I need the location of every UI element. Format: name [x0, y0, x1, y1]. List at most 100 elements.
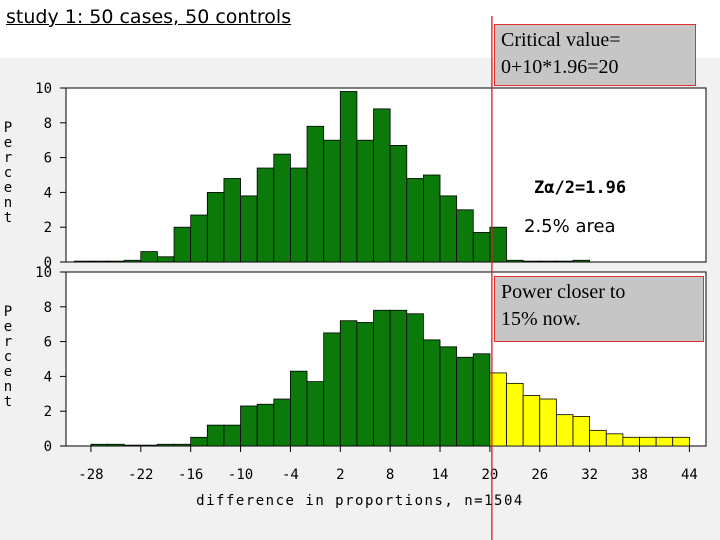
histogram-bar: [423, 339, 441, 447]
histogram-bar: [240, 405, 258, 447]
histogram-bar: [273, 153, 291, 263]
histogram-bar: [90, 443, 108, 447]
y-tick-label: 0: [44, 439, 52, 455]
histogram-bar: [107, 260, 125, 263]
histogram-bar: [389, 309, 408, 447]
critical-value-line-1: Critical value=: [501, 29, 621, 51]
x-tick-label: 44: [681, 467, 698, 483]
power-line-1: Power closer to: [501, 281, 626, 303]
histogram-bar: [439, 195, 458, 263]
histogram-bar: [522, 260, 541, 263]
x-tick-label: 20: [481, 467, 498, 483]
x-tick-label: -28: [78, 467, 103, 483]
y-tick-label: 8: [44, 300, 52, 316]
x-tick-label: -4: [282, 467, 299, 483]
histogram-bar: [373, 108, 391, 263]
slide-title: study 1: 50 cases, 50 controls: [6, 6, 292, 28]
histogram-bar: [489, 226, 507, 263]
histogram-bar: [406, 178, 424, 263]
histogram-bar: [256, 167, 275, 263]
histogram-bar: [655, 436, 674, 447]
y-tick-label: 2: [44, 404, 52, 420]
histogram-bar: [339, 320, 358, 447]
x-tick-label: 26: [531, 467, 548, 483]
y-tick-label: 4: [44, 185, 52, 201]
histogram-bar: [140, 444, 158, 447]
x-tick-label: 8: [386, 467, 394, 483]
histogram-bar: [472, 232, 491, 263]
critical-value-callout: Critical value= 0+10*1.96=20: [494, 24, 696, 86]
histogram-bar: [456, 356, 474, 447]
histogram-bar: [157, 256, 175, 263]
histogram-bar: [273, 398, 291, 447]
y-tick-label: 10: [35, 265, 52, 281]
histogram-bar: [589, 429, 607, 447]
histogram-bar: [439, 346, 458, 447]
histogram-bar: [389, 145, 408, 263]
histogram-bar: [672, 436, 690, 447]
histogram-bar: [339, 91, 358, 263]
histogram-bar: [572, 259, 591, 263]
histogram-bar: [140, 251, 158, 263]
histogram-bar: [256, 403, 275, 447]
histogram-bar: [223, 178, 241, 263]
histogram-bar: [90, 260, 108, 263]
histogram-bar: [123, 259, 142, 263]
histogram-bar: [206, 424, 225, 447]
power-callout: Power closer to 15% now.: [494, 276, 704, 342]
histogram-bar: [190, 436, 208, 447]
histogram-bar: [73, 260, 92, 263]
z-alpha-label: Zα/2=1.96: [534, 178, 627, 198]
histogram-bar: [107, 443, 125, 447]
histogram-bar: [306, 125, 325, 263]
y-tick-label: 8: [44, 116, 52, 132]
histogram-bar: [539, 398, 557, 447]
histogram-bar: [622, 436, 640, 447]
x-tick-label: -16: [178, 467, 203, 483]
histogram-bar: [555, 260, 574, 263]
histogram-bar: [323, 139, 341, 263]
histogram-bar: [157, 443, 175, 447]
histogram-bar: [356, 139, 374, 263]
tail-area-label: 2.5% area: [524, 216, 616, 237]
histogram-bar: [472, 353, 491, 447]
histogram-bar: [306, 381, 325, 447]
histogram-bar: [190, 214, 208, 263]
histogram-bar: [223, 424, 241, 447]
histogram-bar: [639, 436, 657, 447]
histogram-bar: [356, 322, 374, 447]
histogram-bar: [240, 195, 258, 263]
histogram-bar: [173, 226, 192, 263]
x-tick-label: -10: [228, 467, 253, 483]
histogram-bar: [290, 370, 308, 447]
y-tick-label: 4: [44, 369, 52, 385]
x-tick-label: 14: [432, 467, 449, 483]
histogram-bar: [539, 260, 557, 263]
y-tick-label: 6: [44, 335, 52, 351]
y-tick-label: 2: [44, 220, 52, 236]
x-tick-label: 32: [581, 467, 598, 483]
histogram-bar: [605, 433, 624, 447]
histogram-bar: [423, 174, 441, 263]
histogram-bar: [373, 309, 391, 447]
histogram-bar: [323, 332, 341, 447]
histogram-bar: [555, 414, 574, 447]
y-tick-label: 6: [44, 151, 52, 167]
y-tick-label: 10: [35, 81, 52, 97]
histogram-bar: [506, 259, 524, 263]
histogram-bar: [290, 167, 308, 263]
power-line-2: 15% now.: [501, 308, 581, 330]
y-tick-label: 0: [44, 255, 52, 271]
histogram-bar: [506, 382, 524, 447]
histogram-bar: [406, 313, 424, 447]
histogram-bar: [522, 395, 541, 447]
x-tick-label: 2: [336, 467, 344, 483]
critical-value-line-2: 0+10*1.96=20: [501, 56, 619, 78]
x-axis-label: difference in proportions, n=1504: [196, 493, 524, 509]
histogram-bar: [123, 444, 142, 447]
x-tick-label: -22: [128, 467, 153, 483]
x-tick-label: 38: [631, 467, 648, 483]
